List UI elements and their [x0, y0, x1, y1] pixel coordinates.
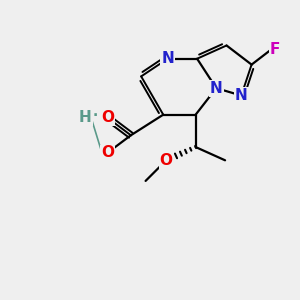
Text: H: H — [79, 110, 92, 125]
Text: O: O — [101, 110, 114, 125]
Text: N: N — [161, 51, 174, 66]
Text: ·: · — [93, 109, 98, 122]
Text: O: O — [160, 153, 173, 168]
Text: N: N — [235, 88, 248, 103]
Text: O: O — [101, 146, 114, 160]
Text: N: N — [210, 81, 223, 96]
Text: F: F — [270, 42, 280, 57]
